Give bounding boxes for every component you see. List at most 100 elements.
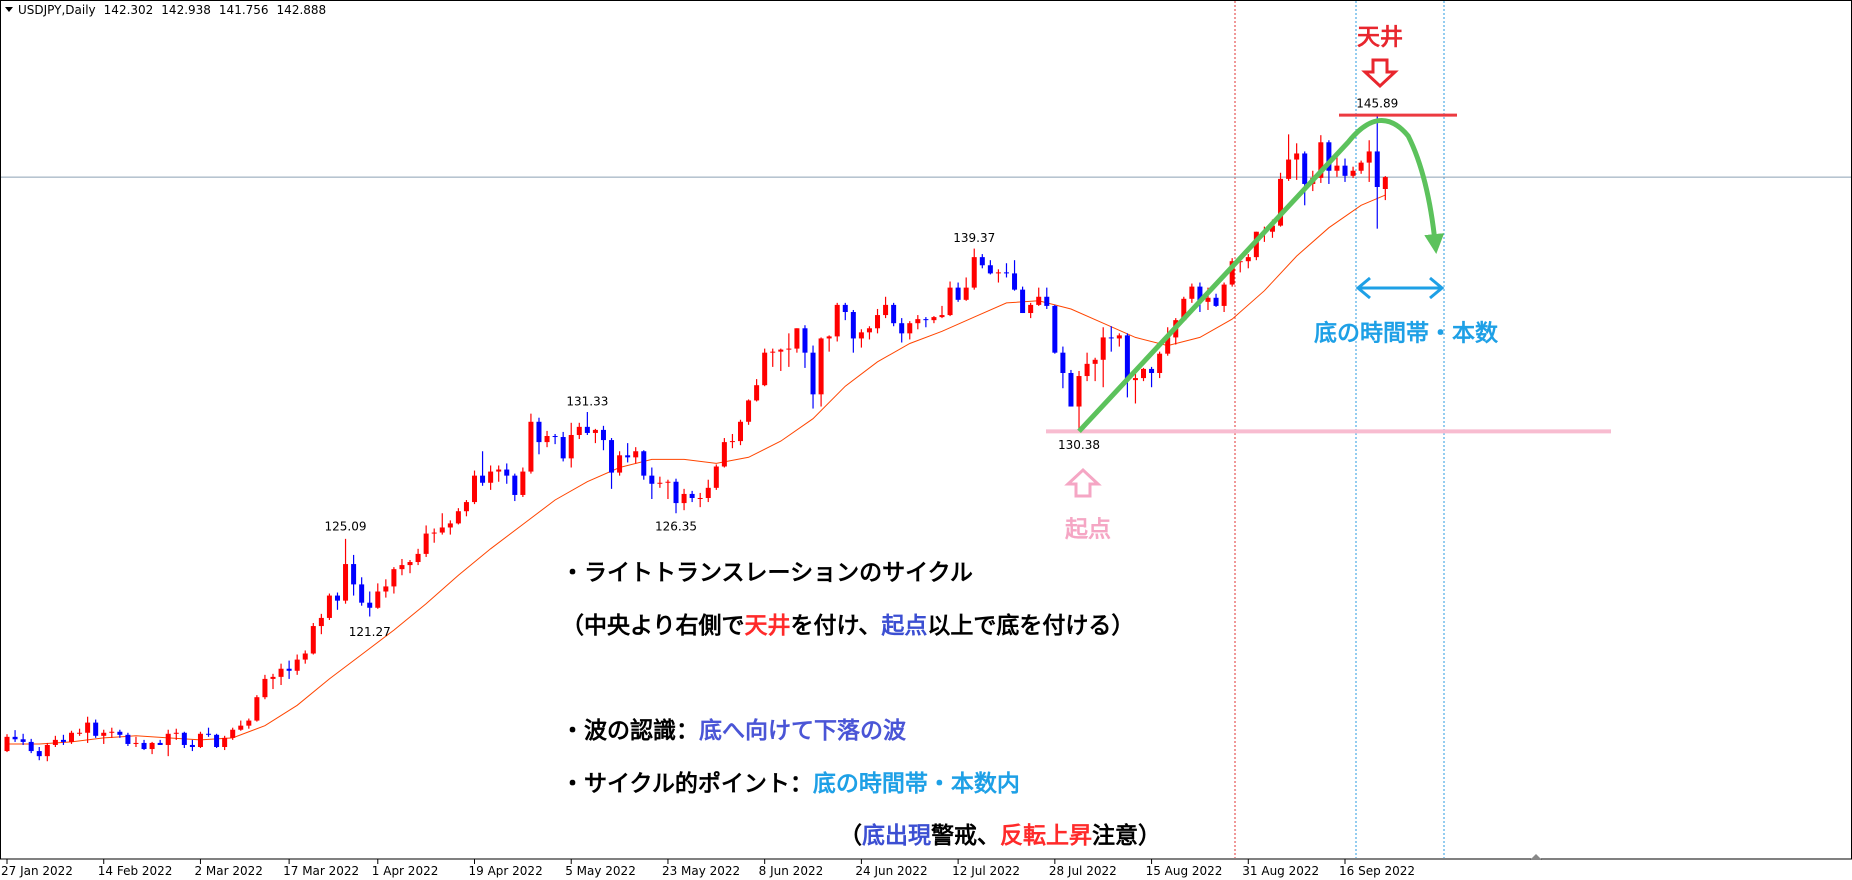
note-segment: 天井 — [745, 613, 791, 639]
candle-body — [447, 523, 453, 528]
candle-body — [165, 733, 171, 745]
cycle-arrow — [1077, 118, 1445, 434]
candle-body — [1221, 284, 1227, 306]
price-label: 131.33 — [566, 395, 608, 409]
x-tick-label: 16 Sep 2022 — [1339, 864, 1415, 878]
candle-body — [1342, 165, 1348, 176]
note-segment: 底出現 — [862, 822, 931, 849]
note-segment: ・ライトトランスレーションのサイクル — [561, 560, 973, 586]
candle-body — [117, 731, 123, 735]
candle-body — [729, 441, 735, 443]
candle-body — [673, 481, 679, 504]
price-label: 125.09 — [325, 519, 367, 533]
candle-body — [979, 257, 985, 266]
candle-body — [609, 440, 615, 473]
candle-body — [737, 421, 743, 442]
candle-body — [1181, 298, 1187, 321]
note-segment: 底の時間帯・本数内 — [813, 770, 1020, 797]
candle-body — [60, 739, 66, 742]
note-segment: 警戒、 — [931, 823, 1000, 849]
candle-body — [246, 720, 252, 726]
x-tick-label: 1 Apr 2022 — [372, 864, 439, 878]
peak-label: 天井 — [1357, 25, 1403, 51]
note-segment: 注意） — [1092, 822, 1161, 849]
candle-body — [68, 732, 74, 742]
header-price: 142.938 — [161, 3, 211, 17]
candle-body — [600, 429, 606, 441]
candle-body — [157, 742, 163, 745]
price-label: 121.27 — [349, 625, 391, 639]
candle-body — [278, 668, 284, 677]
candle-body — [1286, 159, 1292, 179]
candle-body — [52, 739, 58, 745]
candle-body — [28, 741, 34, 752]
candle-body — [12, 736, 18, 740]
candle-body — [1149, 368, 1155, 373]
candle-body — [762, 352, 768, 386]
candle-body — [560, 437, 566, 459]
note-segment: ・サイクル的ポイント： — [561, 770, 813, 797]
candle-body — [133, 742, 139, 744]
candle-body — [1028, 304, 1034, 314]
candle-body — [971, 257, 977, 288]
candle-body — [915, 319, 921, 324]
candle-body — [1278, 178, 1284, 226]
candle-body — [576, 426, 582, 435]
candle-body — [931, 317, 937, 321]
x-tick-label: 28 Jul 2022 — [1049, 864, 1117, 878]
candle-body — [1068, 372, 1074, 407]
candle-body — [705, 487, 711, 499]
start-arrow — [1064, 467, 1102, 498]
candle-body — [85, 722, 91, 733]
candle-body — [818, 338, 824, 395]
candle-body — [1366, 151, 1372, 163]
candle-body — [206, 733, 212, 735]
bottom-window-label: 底の時間帯・本数 — [1314, 320, 1499, 347]
candle-body — [939, 315, 945, 318]
candle-body — [93, 722, 99, 736]
candle-body — [544, 436, 550, 443]
note-segment: 以上で底を付ける） — [927, 612, 1134, 639]
candle-body — [1100, 337, 1106, 360]
header-price: 142.888 — [277, 3, 327, 17]
candle-body — [343, 564, 349, 601]
x-tick-label: 27 Jan 2022 — [1, 864, 73, 878]
cyan-double-arrow — [1355, 276, 1445, 300]
candle-body — [1141, 368, 1147, 379]
candle-body — [1189, 286, 1195, 299]
candle-body — [1052, 305, 1058, 353]
note-segment: ・波の認識： — [561, 717, 699, 744]
candle-body — [770, 351, 776, 353]
candle-body — [1044, 296, 1050, 306]
candle-body — [689, 493, 695, 499]
note-segment: 反転上昇 — [1000, 823, 1092, 849]
candle-body — [786, 348, 792, 350]
candle-body — [955, 287, 961, 300]
candle-body — [181, 732, 187, 745]
symbol: USDJPY,Daily — [18, 3, 96, 17]
candle-body — [1084, 363, 1090, 377]
candle-body — [463, 502, 469, 512]
candle-body — [383, 586, 389, 592]
price-label: 126.35 — [655, 520, 697, 534]
candle-body — [101, 732, 107, 736]
candle-body — [1092, 359, 1098, 364]
candle-body — [713, 466, 719, 488]
candle-body — [286, 668, 292, 671]
candle-body — [657, 482, 663, 484]
candle-body — [1302, 153, 1308, 184]
candle-body — [407, 562, 413, 566]
candle-body — [359, 584, 365, 603]
candle-body — [1205, 297, 1211, 302]
candle-body — [826, 336, 832, 339]
menu-triangle[interactable] — [5, 7, 13, 12]
candle-body — [1003, 272, 1009, 274]
candle-body — [1108, 337, 1114, 339]
candle-body — [318, 617, 324, 627]
candle-body — [617, 455, 623, 473]
candle-body — [794, 328, 800, 349]
note-segment: を付け、 — [791, 613, 882, 639]
candle-body — [963, 287, 969, 300]
candle-body — [238, 725, 244, 730]
candle-body — [270, 676, 276, 679]
